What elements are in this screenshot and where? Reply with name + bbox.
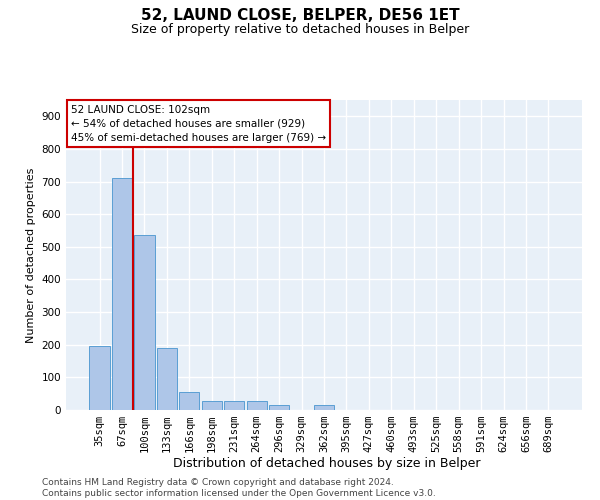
Bar [314,405,334,410]
Text: Distribution of detached houses by size in Belper: Distribution of detached houses by size … [173,458,481,470]
Text: Size of property relative to detached houses in Belper: Size of property relative to detached ho… [131,22,469,36]
Bar [157,348,177,410]
Bar [202,401,222,410]
Y-axis label: Number of detached properties: Number of detached properties [26,168,36,342]
Text: 52 LAUND CLOSE: 102sqm
← 54% of detached houses are smaller (929)
45% of semi-de: 52 LAUND CLOSE: 102sqm ← 54% of detached… [71,104,326,142]
Bar [247,401,267,410]
Bar [224,401,244,410]
Text: 52, LAUND CLOSE, BELPER, DE56 1ET: 52, LAUND CLOSE, BELPER, DE56 1ET [140,8,460,22]
Bar [269,405,289,410]
Bar [112,178,132,410]
Bar [134,235,155,410]
Text: Contains HM Land Registry data © Crown copyright and database right 2024.
Contai: Contains HM Land Registry data © Crown c… [42,478,436,498]
Bar [179,392,199,410]
Bar [89,346,110,410]
